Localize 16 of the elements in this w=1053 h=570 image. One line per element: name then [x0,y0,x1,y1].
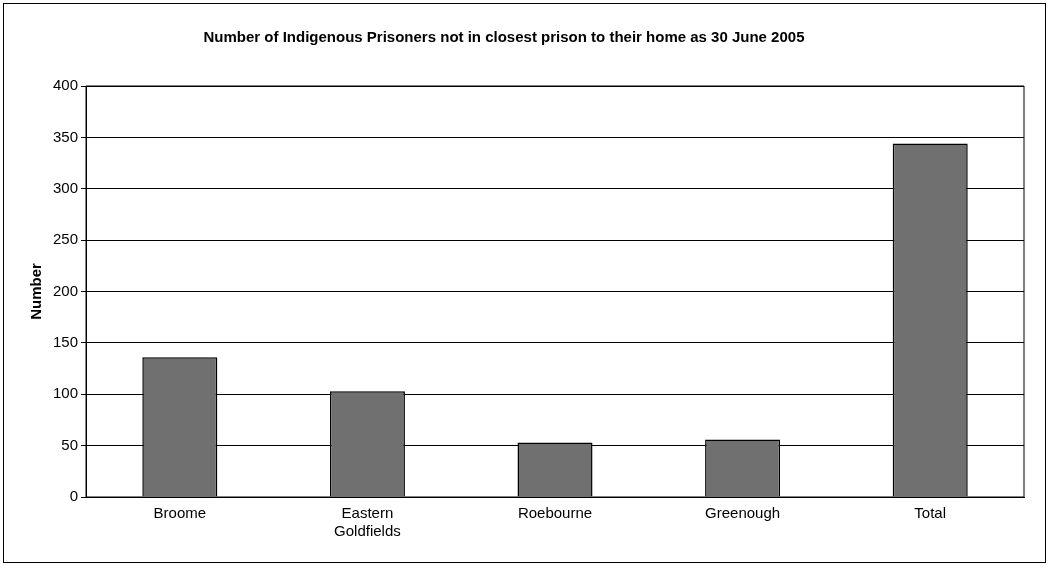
y-tick-label: 150 [53,333,79,351]
y-tick-label: 250 [53,230,79,248]
y-tick-label: 0 [69,487,79,505]
y-tick-label: 300 [53,178,79,196]
y-tick-label: 200 [53,281,79,299]
chart-title: Number of Indigenous Prisoners not in closest prison to their home as 30 June 2005 [202,27,806,47]
x-tick-label: Roebourne [517,504,593,522]
y-tick-label: 100 [53,384,79,402]
y-tick-label: 400 [53,76,79,94]
x-tick-label: Eastern Goldfields [334,504,401,540]
y-axis-title: Number [27,263,45,320]
x-tick-label: Total [914,504,947,522]
x-tick-label: Broome [153,504,207,522]
x-tick-label: Greenough [705,504,781,522]
y-tick-label: 50 [61,435,79,453]
y-tick-label: 350 [53,127,79,145]
